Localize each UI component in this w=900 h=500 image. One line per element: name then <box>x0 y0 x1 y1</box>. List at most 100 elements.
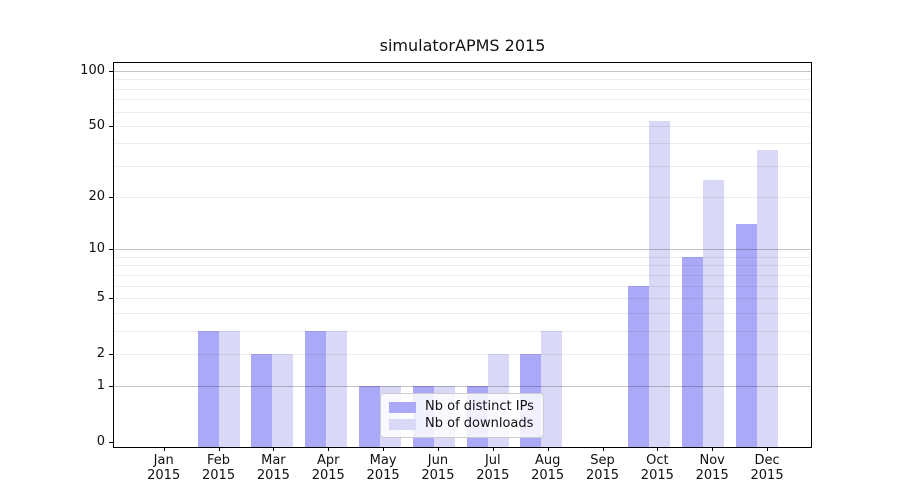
y-tick-mark <box>109 249 114 251</box>
x-tick-mark <box>383 447 385 451</box>
x-tick-label: Dec 2015 <box>739 453 795 483</box>
bar-distinct-ips <box>627 285 649 447</box>
x-tick-month: Oct <box>646 453 669 468</box>
y-tick-mark <box>109 353 114 355</box>
minor-gridline <box>114 274 811 276</box>
bar-distinct-ips <box>197 330 219 447</box>
y-tick-mark <box>109 442 114 443</box>
legend-swatch-distinct-ips <box>389 401 416 413</box>
x-tick-month: Nov <box>699 453 725 468</box>
x-tick-mark <box>492 447 494 451</box>
minor-gridline <box>114 88 811 90</box>
y-tick-label: 50 <box>88 117 105 133</box>
x-tick-label: Jun 2015 <box>410 453 466 483</box>
legend-swatch-downloads <box>389 418 416 430</box>
x-tick-mark <box>163 447 165 451</box>
major-gridline <box>114 71 811 72</box>
y-tick-label: 20 <box>88 189 105 205</box>
bar-downloads <box>326 330 348 447</box>
bar-distinct-ips <box>681 256 703 447</box>
minor-gridline <box>114 111 811 113</box>
x-tick-year: 2015 <box>421 468 455 483</box>
bar-distinct-ips <box>735 224 757 447</box>
minor-gridline <box>114 312 811 314</box>
x-tick-mark <box>273 447 275 451</box>
x-tick-year: 2015 <box>311 468 345 483</box>
y-tick-label: 10 <box>88 241 105 257</box>
x-tick-mark <box>547 447 549 451</box>
minor-gridline <box>114 143 811 145</box>
legend-label-distinct-ips: Nb of distinct IPs <box>425 399 534 414</box>
y-tick-mark <box>109 386 114 388</box>
y-tick-label: 0 <box>96 434 105 449</box>
bar-downloads <box>541 330 563 447</box>
minor-gridline <box>114 297 811 299</box>
legend: Nb of distinct IPs Nb of downloads <box>380 393 544 438</box>
x-tick-month: Jan <box>153 453 174 468</box>
x-tick-mark <box>767 447 769 451</box>
bar-downloads <box>272 353 294 447</box>
x-tick-year: 2015 <box>476 468 510 483</box>
major-gridline <box>114 249 811 251</box>
y-tick-mark <box>109 297 114 299</box>
bar-downloads <box>702 180 724 447</box>
bar-distinct-ips <box>358 386 380 447</box>
y-tick-label: 1 <box>96 378 105 394</box>
bar-distinct-ips <box>305 330 327 447</box>
major-gridline <box>114 386 811 388</box>
y-tick-mark <box>109 197 114 199</box>
x-tick-month: Jul <box>484 453 501 468</box>
x-tick-year: 2015 <box>366 468 400 483</box>
x-tick-label: Aug 2015 <box>520 453 576 483</box>
bar-distinct-ips <box>251 353 273 447</box>
minor-gridline <box>114 353 811 355</box>
x-tick-mark <box>437 447 439 451</box>
x-tick-month: Jun <box>427 453 449 468</box>
bar-downloads <box>648 121 670 447</box>
legend-item-downloads: Nb of downloads <box>389 417 534 431</box>
x-tick-year: 2015 <box>202 468 236 483</box>
minor-gridline <box>114 265 811 267</box>
x-tick-month: Feb <box>207 453 231 468</box>
x-tick-year: 2015 <box>640 468 674 483</box>
y-tick-label: 2 <box>96 345 105 361</box>
bar-downloads <box>218 330 240 447</box>
legend-item-distinct-ips: Nb of distinct IPs <box>389 400 534 414</box>
x-tick-label: Jul 2015 <box>465 453 521 483</box>
minor-gridline <box>114 330 811 332</box>
x-tick-label: Nov 2015 <box>684 453 740 483</box>
minor-gridline <box>114 165 811 167</box>
minor-gridline <box>114 99 811 101</box>
legend-label-downloads: Nb of downloads <box>425 416 534 431</box>
x-tick-label: May 2015 <box>355 453 411 483</box>
x-tick-year: 2015 <box>695 468 729 483</box>
x-tick-month: May <box>369 453 397 468</box>
x-tick-month: Aug <box>534 453 561 468</box>
x-tick-year: 2015 <box>750 468 784 483</box>
y-tick-label: 100 <box>80 63 105 78</box>
x-tick-month: Mar <box>261 453 286 468</box>
minor-gridline <box>114 285 811 287</box>
x-tick-label: Feb 2015 <box>191 453 247 483</box>
x-tick-year: 2015 <box>585 468 620 483</box>
x-tick-label: Oct 2015 <box>629 453 685 483</box>
bar-downloads <box>756 149 778 447</box>
x-tick-year: 2015 <box>531 468 565 483</box>
minor-gridline <box>114 125 811 127</box>
y-tick-label: 5 <box>96 289 105 305</box>
minor-gridline <box>114 79 811 81</box>
x-tick-month: Sep <box>590 453 615 468</box>
x-tick-mark <box>657 447 659 451</box>
chart-title: simulatorAPMS 2015 <box>379 36 546 55</box>
plot-area: Nb of distinct IPs Nb of downloads 0 1 2 5 1… <box>80 62 812 483</box>
x-tick-label: Sep 2015 <box>575 453 631 483</box>
x-tick-mark <box>218 447 220 451</box>
y-tick-mark <box>109 125 114 127</box>
x-tick-mark <box>602 447 604 451</box>
x-tick-year: 2015 <box>147 468 181 483</box>
x-tick-month: Dec <box>754 453 780 468</box>
x-tick-mark <box>328 447 330 451</box>
x-tick-mark <box>712 447 714 451</box>
x-tick-label: Apr 2015 <box>300 453 356 483</box>
